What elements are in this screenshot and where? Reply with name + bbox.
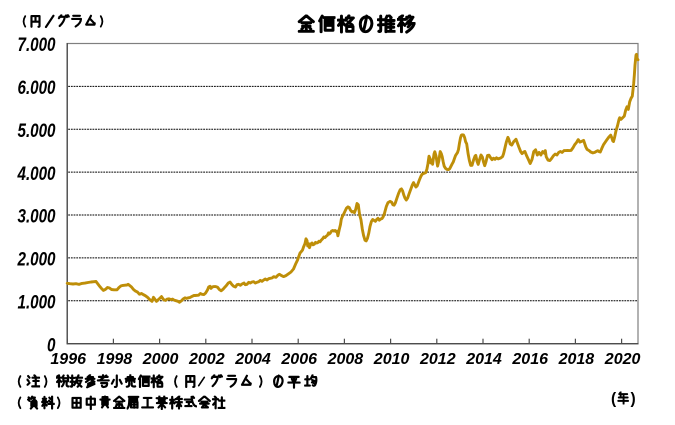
svg-text:2004: 2004 (234, 351, 271, 368)
svg-text:): ) (631, 391, 636, 408)
svg-text:2020: 2020 (604, 351, 641, 368)
svg-text:2010: 2010 (373, 351, 410, 368)
svg-text:7.000: 7.000 (17, 33, 55, 55)
svg-text:1.000: 1.000 (17, 291, 55, 313)
svg-text:2008: 2008 (327, 351, 364, 368)
svg-text:1998: 1998 (97, 351, 133, 368)
svg-text:2012: 2012 (419, 351, 456, 368)
svg-text:4.000: 4.000 (17, 162, 56, 184)
svg-text:2016: 2016 (511, 351, 548, 368)
svg-text:2000: 2000 (142, 351, 179, 368)
svg-text:2018: 2018 (558, 351, 595, 368)
svg-text:2.000: 2.000 (17, 248, 56, 270)
svg-text:(: ( (611, 391, 617, 408)
svg-text:3.000: 3.000 (17, 205, 55, 227)
svg-text:0: 0 (47, 334, 56, 356)
svg-text:2006: 2006 (280, 351, 317, 368)
svg-text:1996: 1996 (50, 351, 86, 368)
svg-text:5.000: 5.000 (17, 119, 55, 141)
svg-text:2014: 2014 (465, 351, 502, 368)
svg-text:2002: 2002 (188, 351, 225, 368)
svg-text:6.000: 6.000 (17, 76, 55, 98)
